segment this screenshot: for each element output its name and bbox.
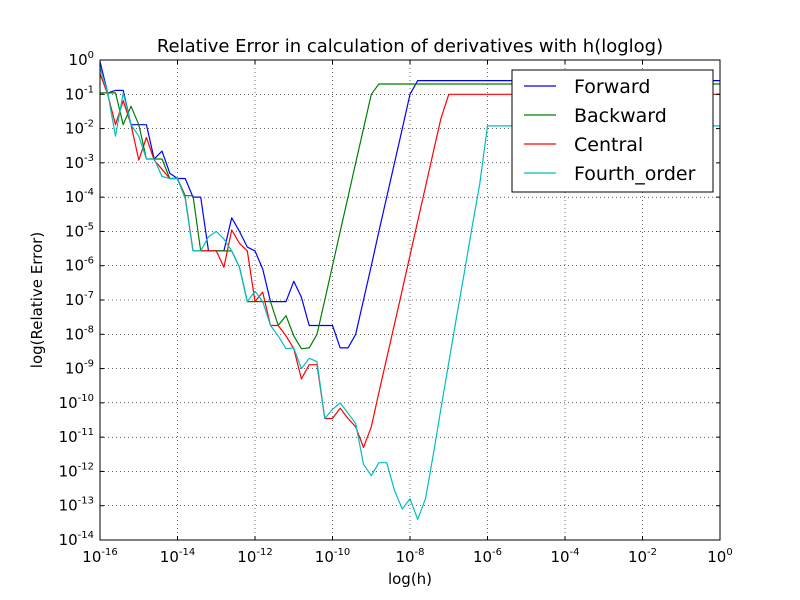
x-tick-label: 10-10 (315, 547, 350, 566)
x-tick-label: 10-2 (628, 547, 657, 566)
y-tick-exponent: -12 (78, 461, 94, 472)
y-tick-label: 10-12 (59, 461, 94, 480)
y-tick-base: 10 (59, 428, 78, 446)
y-tick-exponent: -6 (84, 256, 94, 267)
y-tick-exponent: -10 (78, 393, 94, 404)
y-tick-exponent: -5 (84, 221, 94, 232)
y-tick-exponent: -2 (84, 119, 94, 130)
y-tick-label: 10-2 (65, 119, 94, 138)
x-tick-label: 10-6 (473, 547, 502, 566)
y-tick-exponent: -14 (78, 530, 94, 541)
y-tick-base: 10 (65, 85, 84, 103)
y-tick-label: 10-5 (65, 221, 94, 240)
x-axis-label: log(h) (388, 570, 432, 588)
x-tick-base: 10 (237, 548, 256, 566)
x-tick-base: 10 (628, 548, 647, 566)
y-axis-label: log(Relative Error) (28, 232, 46, 368)
y-tick-exponent: -13 (78, 496, 94, 507)
x-tick-base: 10 (315, 548, 334, 566)
y-tick-exponent: -7 (84, 290, 94, 301)
legend: Forward Backward Central Fourth_order (511, 69, 714, 193)
x-tick-exponent: -8 (415, 547, 425, 558)
x-tick-label: 10-12 (237, 547, 272, 566)
y-tick-base: 10 (65, 222, 84, 240)
y-tick-label: 10-11 (59, 427, 94, 446)
y-tick-base: 10 (65, 120, 84, 138)
x-tick-exponent: -10 (334, 547, 350, 558)
y-tick-exponent: -11 (78, 427, 94, 438)
y-tick-exponent: 0 (88, 50, 94, 61)
y-tick-base: 10 (69, 51, 88, 69)
y-tick-base: 10 (59, 531, 78, 549)
x-tick-exponent: -16 (101, 547, 117, 558)
x-tick-labels: 10-16 10-14 10-12 10-10 10-8 10-6 10-4 10-2 100 (82, 547, 732, 566)
series-line-backward (100, 83, 720, 350)
x-tick-label: 10-4 (550, 547, 579, 566)
y-tick-exponent: -8 (84, 324, 94, 335)
x-tick-exponent: -4 (570, 547, 580, 558)
y-tick-base: 10 (65, 154, 84, 172)
x-tick-base: 10 (707, 548, 726, 566)
x-tick-exponent: -2 (647, 547, 657, 558)
y-tick-base: 10 (65, 325, 84, 343)
legend-label: Forward (574, 76, 650, 98)
x-tick-label: 100 (707, 547, 732, 566)
y-tick-exponent: -4 (84, 187, 94, 198)
y-tick-base: 10 (65, 257, 84, 275)
series-line-forward (100, 61, 720, 349)
ticks (99, 59, 721, 541)
chart-title: Relative Error in calculation of derivat… (157, 36, 663, 57)
x-tick-base: 10 (550, 548, 569, 566)
x-tick-exponent: -6 (492, 547, 502, 558)
legend-label: Central (574, 134, 643, 156)
legend-box (511, 69, 714, 193)
y-tick-base: 10 (59, 462, 78, 480)
y-tick-label: 10-4 (65, 187, 94, 206)
y-tick-base: 10 (59, 394, 78, 412)
x-tick-base: 10 (473, 548, 492, 566)
y-tick-label: 10-14 (59, 530, 94, 549)
x-tick-label: 10-14 (160, 547, 195, 566)
x-tick-exponent: 0 (726, 547, 732, 558)
y-tick-base: 10 (65, 188, 84, 206)
y-tick-base: 10 (65, 291, 84, 309)
y-tick-label: 10-10 (59, 393, 94, 412)
legend-label: Backward (574, 105, 667, 127)
y-tick-exponent: -1 (84, 84, 94, 95)
x-tick-exponent: -12 (256, 547, 272, 558)
legend-label: Fourth_order (574, 163, 696, 185)
x-tick-label: 10-8 (395, 547, 424, 566)
y-tick-label: 100 (69, 50, 94, 69)
y-tick-label: 10-13 (59, 496, 94, 515)
y-tick-base: 10 (65, 360, 84, 378)
y-tick-label: 10-9 (65, 359, 94, 378)
y-tick-base: 10 (59, 497, 78, 515)
y-tick-exponent: -3 (84, 153, 94, 164)
x-tick-label: 10-16 (82, 547, 117, 566)
y-tick-label: 10-3 (65, 153, 94, 172)
x-tick-base: 10 (395, 548, 414, 566)
x-tick-exponent: -14 (179, 547, 195, 558)
x-tick-base: 10 (82, 548, 101, 566)
y-tick-label: 10-1 (65, 84, 94, 103)
y-tick-label: 10-8 (65, 324, 94, 343)
y-tick-exponent: -9 (84, 359, 94, 370)
y-tick-labels: 10010-110-210-310-410-510-610-710-810-91… (59, 50, 94, 549)
y-tick-label: 10-7 (65, 290, 94, 309)
y-tick-label: 10-6 (65, 256, 94, 275)
x-tick-base: 10 (160, 548, 179, 566)
